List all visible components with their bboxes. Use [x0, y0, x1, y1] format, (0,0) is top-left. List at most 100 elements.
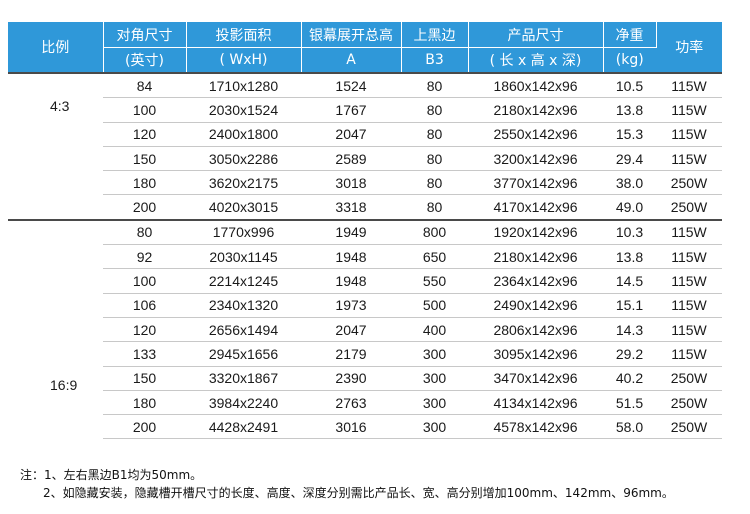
- power-cell: 250W: [656, 170, 722, 196]
- net-weight-cell: 58.0: [603, 414, 656, 440]
- diagonal-cell: 106: [103, 293, 186, 318]
- projection-area-cell: 3984x2240: [186, 390, 301, 416]
- table-row: 100 2030x1524 1767 80 2180x142x96 13.8 115W: [8, 97, 722, 123]
- total-height-cell: 3318: [301, 194, 401, 221]
- total-height-cell: 2763: [301, 390, 401, 416]
- net-weight-cell: 15.1: [603, 293, 656, 318]
- ratio-label: 16:9: [50, 376, 78, 393]
- top-border-cell: 80: [401, 194, 468, 221]
- header-projection-area: 投影面积: [186, 22, 302, 48]
- projection-area-cell: 3320x1867: [186, 366, 301, 391]
- net-weight-cell: 14.5: [603, 268, 656, 294]
- ratio-cell: 4:3: [8, 72, 103, 220]
- power-cell: 115W: [656, 268, 722, 294]
- table-row: 120 2656x1494 2047 400 2806x142x96 14.3 115W: [8, 317, 722, 343]
- diagonal-cell: 80: [103, 218, 186, 246]
- product-size-cell: 4578x142x96: [468, 414, 603, 440]
- header-power: 功率: [656, 22, 722, 73]
- net-weight-cell: 13.8: [603, 97, 656, 123]
- header-product-size: 产品尺寸: [468, 22, 604, 48]
- top-border-cell: 650: [401, 244, 468, 270]
- header-net-weight: 净重: [603, 22, 657, 48]
- table-row: 200 4428x2491 3016 300 4578x142x96 58.0 250W: [8, 414, 722, 440]
- diagonal-cell: 84: [103, 72, 186, 99]
- net-weight-cell: 51.5: [603, 390, 656, 416]
- top-border-cell: 300: [401, 414, 468, 440]
- product-size-cell: 2364x142x96: [468, 268, 603, 294]
- header-product-size-unit: ( 长 x 高 x 深): [468, 47, 604, 73]
- net-weight-cell: 29.4: [603, 146, 656, 172]
- projection-area-cell: 2030x1524: [186, 97, 301, 123]
- total-height-cell: 3016: [301, 414, 401, 440]
- total-height-cell: 1767: [301, 97, 401, 123]
- header-top-border-unit: B3: [401, 47, 469, 73]
- product-size-cell: 2180x142x96: [468, 97, 603, 123]
- power-cell: 250W: [656, 194, 722, 221]
- table-row: 16:9 80 1770x996 1949 800 1920x142x96 10.3 115W: [8, 218, 722, 439]
- header-total-height-unit: A: [301, 47, 402, 73]
- product-size-cell: 1920x142x96: [468, 218, 603, 246]
- power-cell: 115W: [656, 122, 722, 147]
- product-size-cell: 2180x142x96: [468, 244, 603, 270]
- header-diagonal: 对角尺寸: [103, 22, 187, 48]
- diagonal-cell: 100: [103, 97, 186, 123]
- header-total-height: 银幕展开总高: [301, 22, 402, 48]
- group-4-3: 4:3 84 1710x1280 1524 80 1860x142x96 10.5 115W 1…: [8, 72, 722, 221]
- table-row: 106 2340x1320 1973 500 2490x142x96 15.1 115W: [8, 293, 722, 318]
- projection-area-cell: 3050x2286: [186, 146, 301, 172]
- diagonal-cell: 200: [103, 194, 186, 221]
- notes: 注：1、左右黑边B1均为50mm。 2、如隐藏安装，隐藏槽开槽尺寸的长度、高度、…: [20, 466, 674, 502]
- power-cell: 115W: [656, 97, 722, 123]
- product-size-cell: 2806x142x96: [468, 317, 603, 343]
- diagonal-cell: 133: [103, 341, 186, 367]
- table-row: 133 2945x1656 2179 300 3095x142x96 29.2 115W: [8, 341, 722, 367]
- total-height-cell: 3018: [301, 170, 401, 196]
- total-height-cell: 1948: [301, 244, 401, 270]
- diagonal-cell: 120: [103, 122, 186, 147]
- projection-area-cell: 2945x1656: [186, 341, 301, 367]
- projection-area-cell: 2030x1145: [186, 244, 301, 270]
- top-border-cell: 80: [401, 122, 468, 147]
- total-height-cell: 2179: [301, 341, 401, 367]
- total-height-cell: 2047: [301, 317, 401, 343]
- total-height-cell: 1949: [301, 218, 401, 246]
- table-row: 100 2214x1245 1948 550 2364x142x96 14.5 115W: [8, 268, 722, 294]
- total-height-cell: 2047: [301, 122, 401, 147]
- total-height-cell: 2390: [301, 366, 401, 391]
- table-row: 92 2030x1145 1948 650 2180x142x96 13.8 115W: [8, 244, 722, 270]
- net-weight-cell: 10.3: [603, 218, 656, 246]
- power-cell: 115W: [656, 317, 722, 343]
- diagonal-cell: 150: [103, 146, 186, 172]
- projection-area-cell: 3620x2175: [186, 170, 301, 196]
- header-projection-unit: ( WxH): [186, 47, 302, 73]
- product-size-cell: 4170x142x96: [468, 194, 603, 221]
- header-ratio: 比例: [8, 22, 104, 73]
- power-cell: 115W: [656, 218, 722, 246]
- projection-area-cell: 1770x996: [186, 218, 301, 246]
- power-cell: 115W: [656, 293, 722, 318]
- ratio-cell: 16:9: [8, 218, 103, 439]
- top-border-cell: 80: [401, 97, 468, 123]
- top-border-cell: 400: [401, 317, 468, 343]
- projection-area-cell: 4020x3015: [186, 194, 301, 221]
- power-cell: 115W: [656, 244, 722, 270]
- total-height-cell: 1973: [301, 293, 401, 318]
- projection-area-cell: 2214x1245: [186, 268, 301, 294]
- power-cell: 115W: [656, 72, 722, 99]
- diagonal-cell: 150: [103, 366, 186, 391]
- top-border-cell: 550: [401, 268, 468, 294]
- ratio-label: 4:3: [50, 98, 70, 114]
- table-row: 150 3050x2286 2589 80 3200x142x96 29.4 115W: [8, 146, 722, 172]
- product-size-cell: 3470x142x96: [468, 366, 603, 391]
- net-weight-cell: 40.2: [603, 366, 656, 391]
- product-size-cell: 4134x142x96: [468, 390, 603, 416]
- product-size-cell: 3770x142x96: [468, 170, 603, 196]
- diagonal-cell: 92: [103, 244, 186, 270]
- diagonal-cell: 100: [103, 268, 186, 294]
- net-weight-cell: 29.2: [603, 341, 656, 367]
- total-height-cell: 1948: [301, 268, 401, 294]
- net-weight-cell: 15.3: [603, 122, 656, 147]
- diagonal-cell: 180: [103, 390, 186, 416]
- table-row: 200 4020x3015 3318 80 4170x142x96 49.0 250W: [8, 194, 722, 221]
- top-border-cell: 800: [401, 218, 468, 246]
